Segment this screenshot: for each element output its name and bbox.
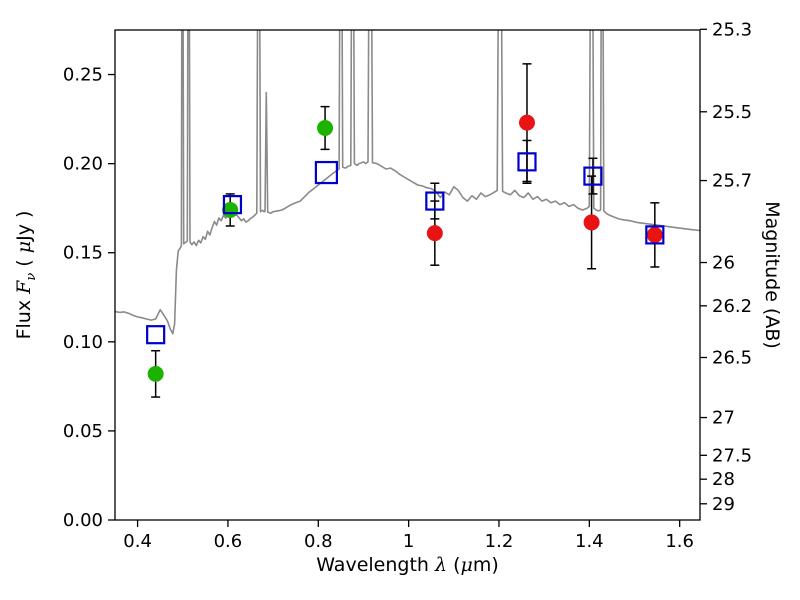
tick-label: 26 (712, 253, 735, 274)
photometry-green-circles (147, 105, 334, 398)
circle-marker (518, 114, 535, 131)
tick-label: 0.00 (63, 510, 103, 531)
tick-label: 26.5 (712, 347, 752, 368)
x-axis-label-text: Wavelength (316, 554, 435, 576)
tick-label: 0.10 (63, 332, 103, 353)
tick-label: 0.05 (63, 421, 103, 442)
y-axis-label-right: Magnitude (AB) (761, 201, 783, 349)
tick-label: 26.2 (712, 296, 752, 317)
square-marker (222, 195, 243, 215)
tick-label: 27.5 (712, 445, 752, 466)
tick-label: 1 (403, 531, 414, 552)
square-marker (425, 191, 445, 211)
tick-label: 0.4 (123, 531, 152, 552)
tick-label: 0.15 (63, 243, 103, 264)
square-marker (517, 152, 537, 172)
tick-label: 1.2 (485, 531, 514, 552)
plot-area (115, 30, 700, 335)
square-marker (146, 325, 166, 345)
y-axis-label-left: Flux Fν ( μJy ) (13, 210, 39, 340)
tick-label: 1.6 (665, 531, 694, 552)
square-marker (314, 160, 339, 185)
tick-label: 29 (712, 494, 735, 515)
F-symbol: F (13, 280, 36, 294)
circle-marker (147, 365, 164, 382)
tick-label: 0.8 (304, 531, 333, 552)
model-photometry-blue-squares (146, 139, 665, 345)
axes: 0.4 0.6 0.8 1 1.2 1.4 1.6 0.00 0.05 0.10 0.15 0.20 0… (63, 19, 752, 552)
circle-marker (646, 226, 663, 243)
lambda-symbol: λ (434, 554, 448, 576)
tick-label: 25.7 (712, 171, 752, 192)
photometry-red-circles (426, 63, 663, 270)
tick-label: 0.6 (214, 531, 243, 552)
tick-label: 0.25 (63, 65, 103, 86)
tick-label: 25.3 (712, 19, 752, 40)
tick-label: 25.5 (712, 102, 752, 123)
mu-symbol: μ (460, 554, 473, 576)
tick-label: 0.20 (63, 154, 103, 175)
tick-label: 1.4 (575, 531, 604, 552)
tick-label: 27 (712, 408, 735, 429)
nu-symbol: ν (23, 272, 39, 281)
x-axis-label: Wavelength λ (μm) (316, 554, 499, 576)
magnitude-label-text: Magnitude (AB) (761, 201, 783, 349)
circle-marker (317, 120, 334, 136)
circle-marker (426, 225, 443, 242)
model-spectrum (115, 30, 700, 335)
flux-label-text: Flux (13, 293, 36, 340)
square-marker (583, 166, 603, 186)
square-marker (645, 225, 665, 245)
tick-label: 28 (712, 469, 735, 490)
mu-symbol: μ (13, 240, 36, 254)
circle-marker (583, 214, 600, 231)
